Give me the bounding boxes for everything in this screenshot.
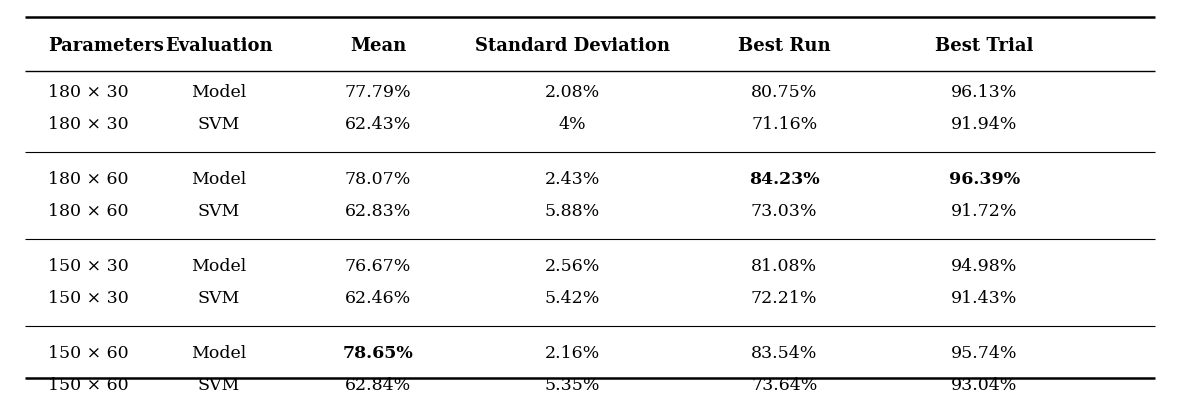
Text: SVM: SVM <box>198 377 241 394</box>
Text: 73.64%: 73.64% <box>750 377 818 394</box>
Text: 62.46%: 62.46% <box>345 290 411 307</box>
Text: 150 × 60: 150 × 60 <box>48 345 129 362</box>
Text: 4%: 4% <box>558 116 586 133</box>
Text: 94.98%: 94.98% <box>951 258 1017 275</box>
Text: 180 × 60: 180 × 60 <box>48 171 129 188</box>
Text: 2.16%: 2.16% <box>545 345 599 362</box>
Text: 62.43%: 62.43% <box>345 116 412 133</box>
Text: 150 × 60: 150 × 60 <box>48 377 129 394</box>
Text: 91.94%: 91.94% <box>951 116 1017 133</box>
Text: SVM: SVM <box>198 116 241 133</box>
Text: 180 × 30: 180 × 30 <box>48 84 129 101</box>
Text: 180 × 30: 180 × 30 <box>48 116 129 133</box>
Text: Model: Model <box>191 258 247 275</box>
Text: 81.08%: 81.08% <box>752 258 818 275</box>
Text: Evaluation: Evaluation <box>165 37 273 55</box>
Text: 76.67%: 76.67% <box>345 258 412 275</box>
Text: Best Trial: Best Trial <box>936 37 1034 55</box>
Text: Model: Model <box>191 84 247 101</box>
Text: 77.79%: 77.79% <box>345 84 412 101</box>
Text: SVM: SVM <box>198 290 241 307</box>
Text: 96.39%: 96.39% <box>949 171 1020 188</box>
Text: 150 × 30: 150 × 30 <box>48 290 130 307</box>
Text: 91.72%: 91.72% <box>951 203 1017 220</box>
Text: 150 × 30: 150 × 30 <box>48 258 130 275</box>
Text: 72.21%: 72.21% <box>750 290 818 307</box>
Text: 5.42%: 5.42% <box>545 290 599 307</box>
Text: 5.88%: 5.88% <box>545 203 599 220</box>
Text: 78.65%: 78.65% <box>342 345 413 362</box>
Text: 2.56%: 2.56% <box>545 258 599 275</box>
Text: 2.08%: 2.08% <box>545 84 599 101</box>
Text: Model: Model <box>191 171 247 188</box>
Text: 96.13%: 96.13% <box>951 84 1017 101</box>
Text: 84.23%: 84.23% <box>749 171 820 188</box>
Text: Best Run: Best Run <box>738 37 831 55</box>
Text: 78.07%: 78.07% <box>345 171 412 188</box>
Text: 80.75%: 80.75% <box>750 84 818 101</box>
Text: 5.35%: 5.35% <box>545 377 601 394</box>
Text: SVM: SVM <box>198 203 241 220</box>
Text: Model: Model <box>191 345 247 362</box>
Text: 73.03%: 73.03% <box>750 203 818 220</box>
Text: 71.16%: 71.16% <box>752 116 818 133</box>
Text: Standard Deviation: Standard Deviation <box>474 37 670 55</box>
Text: Parameters: Parameters <box>48 37 164 55</box>
Text: 83.54%: 83.54% <box>750 345 818 362</box>
Text: 180 × 60: 180 × 60 <box>48 203 129 220</box>
Text: Mean: Mean <box>350 37 406 55</box>
Text: 91.43%: 91.43% <box>951 290 1017 307</box>
Text: 62.84%: 62.84% <box>345 377 411 394</box>
Text: 95.74%: 95.74% <box>951 345 1017 362</box>
Text: 62.83%: 62.83% <box>345 203 412 220</box>
Text: 93.04%: 93.04% <box>951 377 1017 394</box>
Text: 2.43%: 2.43% <box>545 171 599 188</box>
